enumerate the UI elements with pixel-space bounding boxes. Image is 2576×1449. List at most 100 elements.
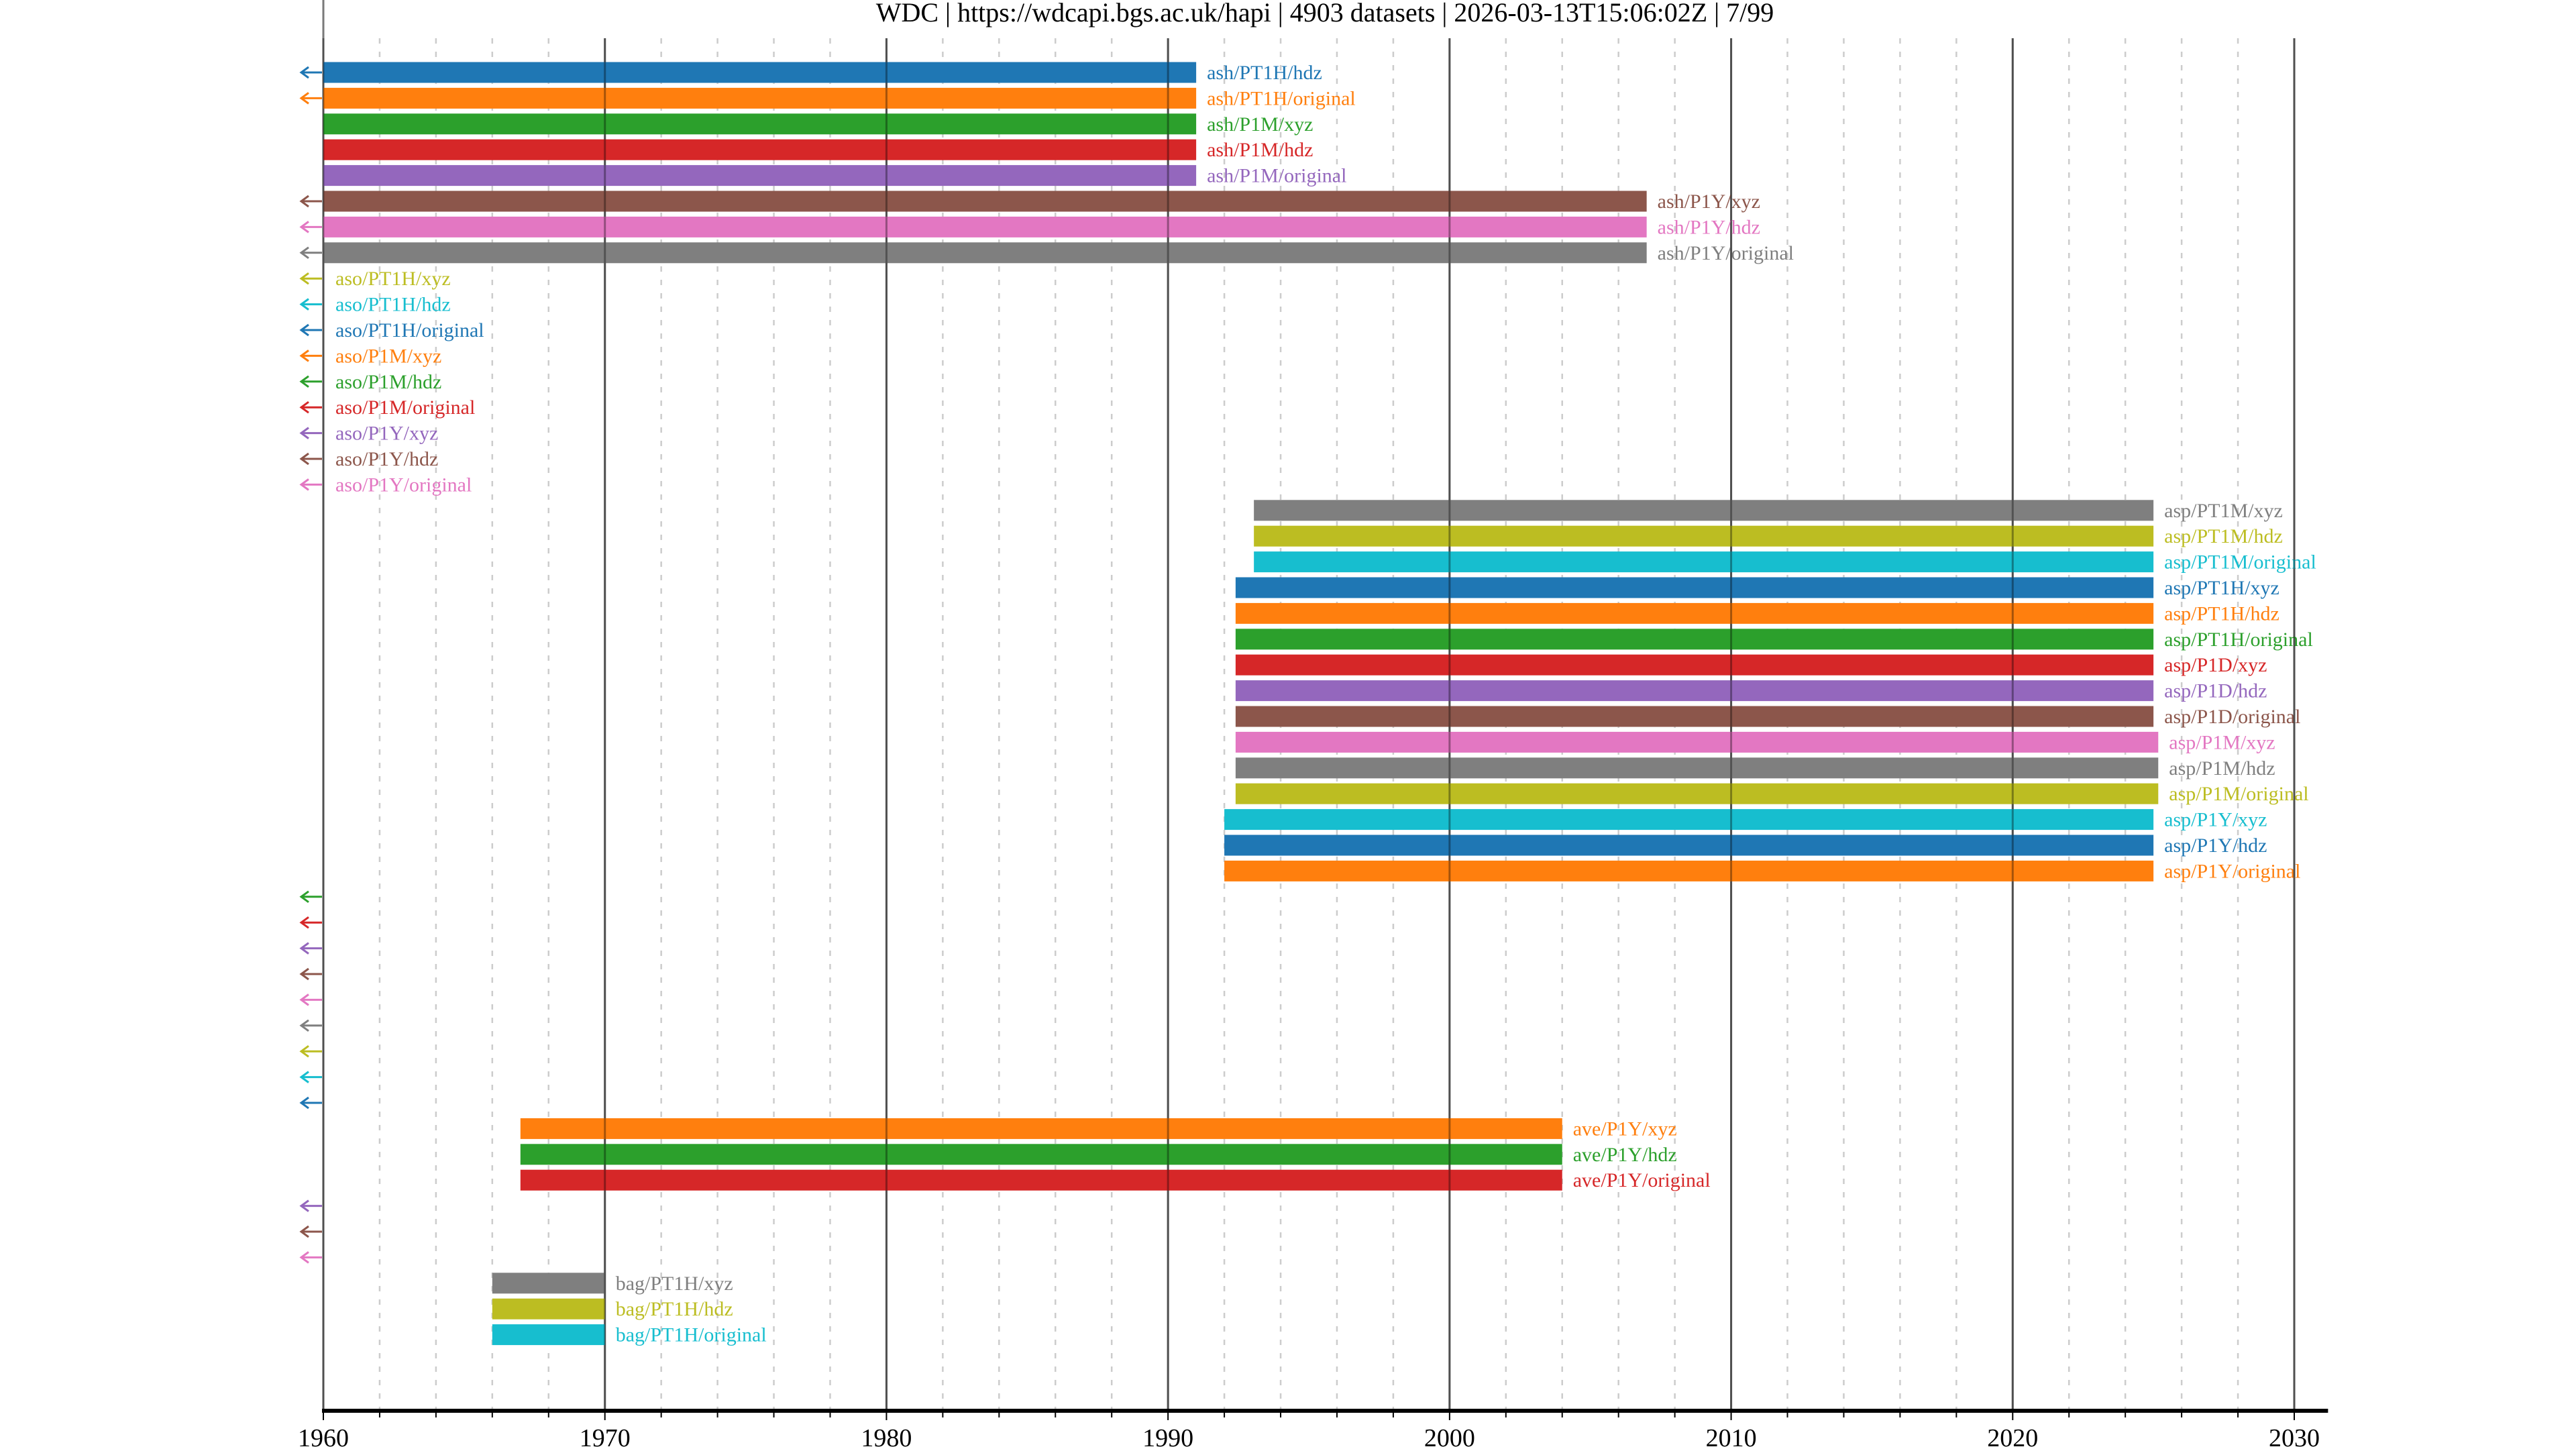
dataset-row: ash/P1Y/original (299, 242, 1794, 264)
left-arrow-icon (299, 942, 322, 955)
dataset-bar (1235, 731, 2159, 753)
left-arrow-icon (299, 1019, 322, 1032)
dataset-row (299, 890, 322, 904)
arrow-head (299, 1225, 309, 1238)
dataset-bar (1254, 525, 2154, 547)
x-tick-label: 1990 (1142, 1424, 1193, 1449)
left-arrow-icon (299, 1199, 322, 1212)
dataset-label: aso/PT1H/hdz (335, 294, 451, 316)
dataset-label: ash/PT1H/original (1207, 87, 1356, 109)
dataset-label: ave/P1Y/hdz (1573, 1144, 1677, 1166)
arrow-head (299, 272, 309, 285)
x-tick-label: 2030 (2269, 1424, 2320, 1449)
arrow-head (299, 890, 309, 904)
left-arrow-icon (299, 427, 322, 439)
arrow-head (299, 350, 309, 362)
dataset-bar (323, 62, 1197, 83)
arrow-head (299, 478, 309, 491)
dataset-label: ash/P1Y/xyz (1658, 191, 1760, 213)
dataset-row: ash/P1Y/xyz (299, 191, 1760, 213)
dataset-label: bag/PT1H/hdz (616, 1298, 733, 1320)
dataset-label: ave/P1Y/original (1573, 1169, 1711, 1191)
dataset-bar (1235, 680, 2154, 702)
dataset-row: aso/PT1H/xyz (299, 268, 451, 290)
dataset-bar (1224, 835, 2154, 856)
arrow-head (299, 1019, 309, 1032)
left-arrow-icon (299, 66, 322, 79)
dataset-row: aso/P1M/hdz (299, 371, 441, 393)
left-arrow-icon (299, 298, 322, 311)
arrow-head (299, 916, 309, 929)
dataset-bar (1235, 757, 2159, 779)
dataset-label: asp/P1Y/original (2164, 860, 2300, 882)
dataset-label: asp/P1D/xyz (2164, 654, 2267, 676)
arrow-head (299, 221, 309, 233)
chart-title: WDC | https://wdcapi.bgs.ac.uk/hapi | 49… (876, 0, 1774, 28)
dataset-bar (323, 87, 1197, 109)
dataset-bar (1254, 500, 2154, 521)
dataset-bar (1235, 602, 2154, 624)
dataset-row: asp/P1Y/hdz (1224, 835, 2267, 857)
left-arrow-icon (299, 890, 322, 904)
arrow-head (299, 92, 309, 105)
left-arrow-icon (299, 92, 322, 105)
arrow-head (299, 1199, 309, 1212)
dataset-row: bag/PT1H/xyz (492, 1273, 733, 1295)
dataset-row (299, 1225, 322, 1238)
dataset-label: ash/P1Y/original (1658, 242, 1794, 264)
dataset-row: ave/P1Y/original (520, 1169, 1711, 1191)
dataset-bar (520, 1169, 1562, 1191)
arrow-head (299, 1044, 309, 1058)
dataset-row (299, 994, 322, 1006)
dataset-bar (323, 139, 1197, 160)
arrow-head (299, 452, 309, 466)
left-arrow-icon (299, 272, 322, 285)
left-arrow-icon (299, 246, 322, 260)
arrow-head (299, 1096, 309, 1110)
dataset-row: asp/PT1H/hdz (1235, 602, 2279, 625)
dataset-row: asp/P1D/xyz (1235, 654, 2267, 676)
left-arrow-icon (299, 350, 322, 362)
dataset-row: bag/PT1H/hdz (492, 1298, 733, 1320)
dataset-label: aso/PT1H/original (335, 319, 484, 341)
dataset-row: ave/P1Y/xyz (520, 1118, 1677, 1140)
x-tick-label: 2000 (1424, 1424, 1475, 1449)
dataset-label: aso/P1Y/hdz (335, 448, 438, 470)
left-arrow-icon (299, 1071, 322, 1083)
dataset-label: asp/P1M/xyz (2169, 731, 2275, 753)
dataset-bar (1235, 783, 2159, 804)
dataset-bar (520, 1118, 1562, 1139)
arrow-head (299, 994, 309, 1006)
dataset-label: aso/P1M/hdz (335, 371, 441, 393)
arrow-head (299, 298, 309, 311)
dataset-label: asp/PT1H/xyz (2164, 577, 2279, 599)
left-arrow-icon (299, 1096, 322, 1110)
dataset-row: ave/P1Y/hdz (520, 1144, 1677, 1166)
dataset-bar (323, 216, 1647, 237)
arrow-head (299, 246, 309, 260)
dataset-label: asp/P1Y/xyz (2164, 809, 2267, 831)
x-tick-label: 2010 (1706, 1424, 1757, 1449)
dataset-bar (1235, 577, 2154, 598)
dataset-bar (323, 165, 1197, 186)
dataset-bar (492, 1324, 605, 1346)
bars: ash/PT1H/hdz ash/PT1H/original ash/P1M/xyz… (299, 38, 2316, 1411)
left-arrow-icon (299, 1044, 322, 1058)
dataset-bar (1235, 629, 2154, 650)
dataset-label: ash/P1M/hdz (1207, 139, 1313, 161)
dataset-bar (492, 1273, 605, 1294)
dataset-row: aso/P1Y/original (299, 474, 472, 496)
dataset-label: asp/PT1M/original (2164, 551, 2316, 574)
dataset-row: asp/P1Y/original (1224, 860, 2300, 882)
x-axis: 1960 1970 1980 1990 2000 2010 2020 2030 (298, 1409, 2328, 1449)
dataset-bar (1254, 551, 2154, 573)
dataset-label: aso/P1Y/xyz (335, 423, 438, 445)
dataset-row: aso/PT1H/original (299, 319, 484, 341)
dataset-label: bag/PT1H/xyz (616, 1273, 733, 1295)
left-arrow-icon (299, 478, 322, 491)
dataset-bar (1235, 706, 2154, 727)
left-arrow-icon (299, 967, 322, 981)
arrow-head (299, 1071, 309, 1083)
arrow-head (299, 195, 309, 208)
